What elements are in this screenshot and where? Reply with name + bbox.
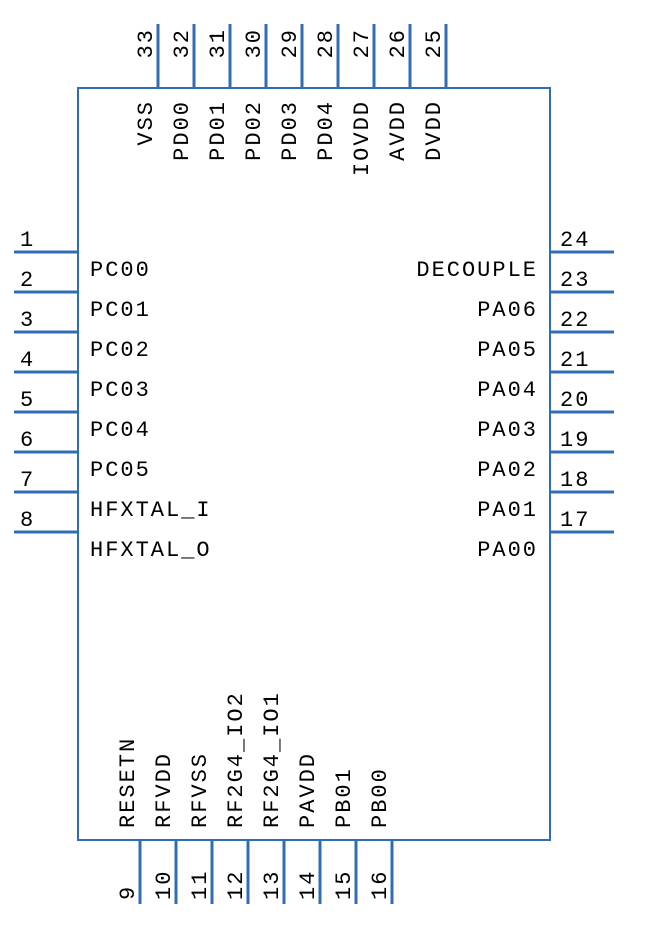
- pin-number: 25: [422, 28, 447, 58]
- pin-label: RFVDD: [152, 752, 177, 828]
- pin-label: PA00: [477, 538, 538, 563]
- pin-number: 28: [314, 28, 339, 58]
- pin-label: PD03: [278, 100, 303, 161]
- pin-number: 19: [560, 428, 590, 453]
- pin-label: RF2G4_IO1: [260, 691, 285, 828]
- pin-label: PA02: [477, 458, 538, 483]
- pin-number: 6: [20, 428, 35, 453]
- pin-label: RFVSS: [188, 752, 213, 828]
- pin-label: PC04: [90, 418, 151, 443]
- pin-label: DVDD: [422, 100, 447, 161]
- pin-number: 10: [152, 870, 177, 900]
- pin-number: 26: [386, 28, 411, 58]
- pin-number: 33: [134, 28, 159, 58]
- pin-number: 14: [296, 870, 321, 900]
- pin-number: 8: [20, 508, 35, 533]
- pin-label: PB00: [368, 767, 393, 828]
- pin-label: PC01: [90, 298, 151, 323]
- pin-number: 12: [224, 870, 249, 900]
- pin-label: PD01: [206, 100, 231, 161]
- pin-label: HFXTAL_O: [90, 538, 212, 563]
- pin-number: 23: [560, 268, 590, 293]
- pin-number: 31: [206, 28, 231, 58]
- pin-number: 4: [20, 348, 35, 373]
- pin-label: PA01: [477, 498, 538, 523]
- pin-number: 17: [560, 508, 590, 533]
- pin-number: 27: [350, 28, 375, 58]
- pin-number: 32: [170, 28, 195, 58]
- pin-number: 9: [116, 885, 141, 900]
- pin-label: IOVDD: [350, 100, 375, 176]
- pin-number: 11: [188, 870, 213, 900]
- pin-label: PA05: [477, 338, 538, 363]
- pin-label: RF2G4_IO2: [224, 691, 249, 828]
- pin-label: PC05: [90, 458, 151, 483]
- pin-label: PB01: [332, 767, 357, 828]
- pin-number: 29: [278, 28, 303, 58]
- pin-number: 20: [560, 388, 590, 413]
- pin-label: VSS: [134, 100, 159, 146]
- pin-label: RESETN: [116, 737, 141, 828]
- pin-label: PC02: [90, 338, 151, 363]
- pin-number: 5: [20, 388, 35, 413]
- pin-number: 3: [20, 308, 35, 333]
- pin-number: 7: [20, 468, 35, 493]
- pin-label: PC03: [90, 378, 151, 403]
- pin-number: 13: [260, 870, 285, 900]
- pin-label: PA04: [477, 378, 538, 403]
- pin-label: DECOUPLE: [416, 258, 538, 283]
- pin-number: 21: [560, 348, 590, 373]
- pin-number: 16: [368, 870, 393, 900]
- pin-number: 2: [20, 268, 35, 293]
- pin-number: 22: [560, 308, 590, 333]
- pin-label: PD02: [242, 100, 267, 161]
- pin-label: PA03: [477, 418, 538, 443]
- chip-pinout-diagram: 1 PC00 2 PC01 3 PC02 4 PC03 5 PC04 6 PC05 7 HFXTAL_I 8…: [0, 0, 648, 928]
- pin-label: PA06: [477, 298, 538, 323]
- pin-label: PC00: [90, 258, 151, 283]
- pin-number: 18: [560, 468, 590, 493]
- pin-label: AVDD: [386, 100, 411, 161]
- pin-number: 30: [242, 28, 267, 58]
- pin-number: 1: [20, 228, 35, 253]
- pin-label: HFXTAL_I: [90, 498, 212, 523]
- pin-label: PD04: [314, 100, 339, 161]
- pin-number: 15: [332, 870, 357, 900]
- pin-number: 24: [560, 228, 590, 253]
- pin-label: PAVDD: [296, 752, 321, 828]
- pin-label: PD00: [170, 100, 195, 161]
